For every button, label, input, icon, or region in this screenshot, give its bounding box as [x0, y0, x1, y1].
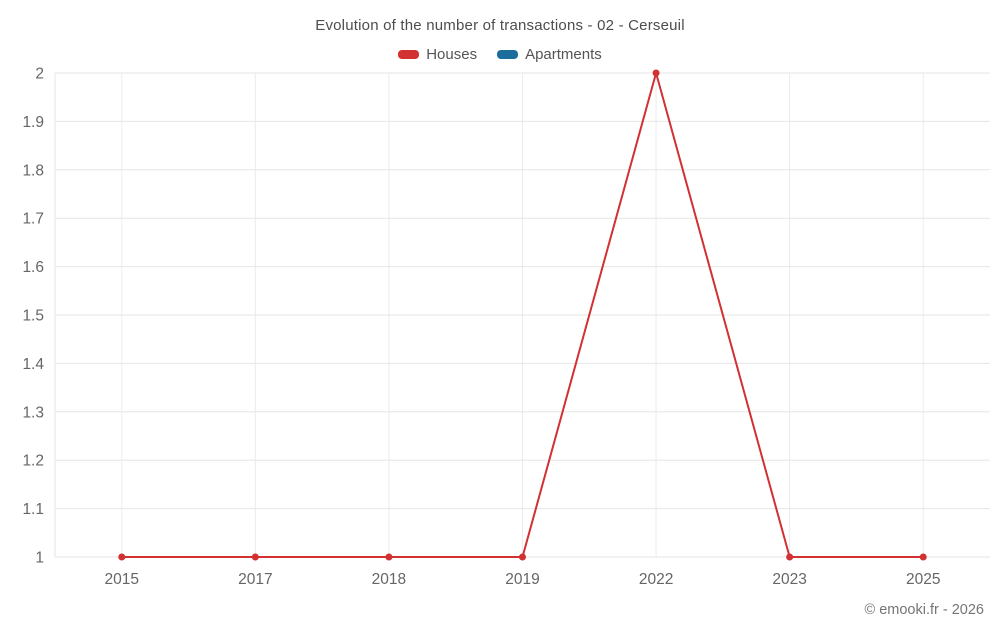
data-point-houses-2019[interactable] — [519, 553, 526, 561]
y-tick-label: 1 — [35, 550, 44, 567]
data-point-houses-2022[interactable] — [652, 69, 660, 77]
copyright-text: © emooki.fr - 2026 — [864, 602, 984, 618]
x-tick-label: 2015 — [105, 571, 139, 588]
y-tick-label: 1.1 — [22, 501, 44, 518]
data-point-houses-2017[interactable] — [251, 553, 259, 561]
y-tick-label: 1.5 — [22, 308, 44, 325]
y-tick-label: 1.8 — [22, 162, 44, 179]
legend-item-houses[interactable]: Houses — [398, 46, 477, 63]
y-tick-label: 1.2 — [22, 453, 44, 470]
legend-label-houses: Houses — [426, 46, 478, 63]
data-point-houses-2023[interactable] — [786, 553, 794, 561]
x-tick-label: 2023 — [772, 571, 806, 588]
data-point-houses-2025[interactable] — [919, 553, 927, 561]
x-tick-label: 2019 — [505, 571, 539, 588]
y-tick-label: 2 — [35, 66, 44, 83]
x-tick-label: 2025 — [906, 571, 940, 588]
y-tick-label: 1.6 — [22, 259, 44, 276]
legend-item-apartments[interactable]: Apartments — [497, 46, 602, 63]
apartments-legend-swatch-icon — [497, 50, 519, 59]
legend-label-apartments: Apartments — [525, 46, 602, 63]
y-tick-label: 1.7 — [22, 211, 44, 228]
y-tick-label: 1.9 — [22, 114, 44, 131]
x-tick-label: 2022 — [639, 571, 673, 588]
data-point-houses-2018[interactable] — [385, 553, 393, 561]
x-tick-label: 2017 — [238, 571, 272, 588]
legend: Houses Apartments — [0, 46, 1000, 63]
data-point-houses-2015[interactable] — [118, 553, 126, 561]
houses-legend-swatch-icon — [398, 50, 420, 59]
x-tick-label: 2018 — [372, 571, 406, 588]
y-tick-label: 1.4 — [22, 356, 44, 373]
y-tick-label: 1.3 — [22, 404, 44, 421]
chart-title: Evolution of the number of transactions … — [315, 17, 685, 34]
